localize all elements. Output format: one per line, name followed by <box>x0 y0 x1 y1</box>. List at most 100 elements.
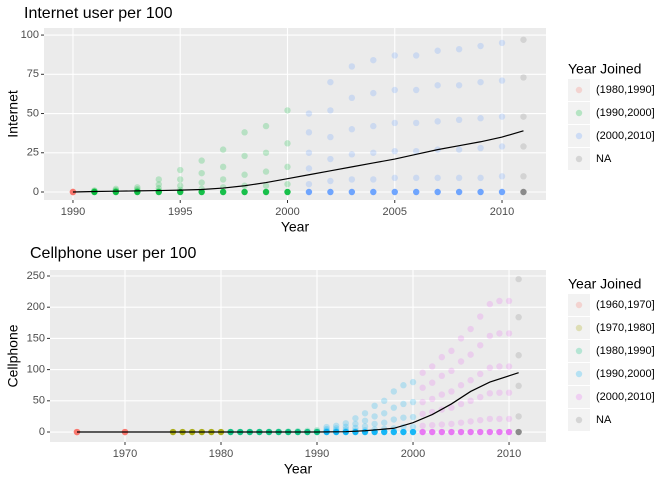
data-point <box>305 149 313 156</box>
data-point <box>219 163 227 171</box>
data-point <box>305 188 313 196</box>
data-point <box>413 86 420 94</box>
data-point <box>413 119 420 127</box>
data-point <box>486 364 494 371</box>
legend-key <box>568 79 590 101</box>
data-point <box>515 428 522 436</box>
data-point <box>327 177 334 185</box>
legend-label: (1990,2000] <box>596 368 655 380</box>
data-point <box>284 188 291 196</box>
data-point <box>515 413 522 420</box>
y-tick-label: 75 <box>27 68 39 80</box>
legend-label: (2000,2010] <box>596 130 655 142</box>
y-tick-label: 150 <box>27 332 45 344</box>
data-point <box>348 188 356 196</box>
data-point <box>419 384 426 391</box>
y-axis-title: Cellphone <box>5 324 21 387</box>
data-point <box>515 275 522 283</box>
data-point <box>370 89 377 97</box>
data-point <box>496 330 503 337</box>
data-point <box>455 45 463 53</box>
data-point <box>477 370 484 378</box>
data-point <box>304 427 311 434</box>
data-point <box>134 184 141 191</box>
data-point <box>409 428 417 436</box>
data-point <box>413 174 420 182</box>
data-point <box>219 184 227 191</box>
y-tick-label: 100 <box>27 364 45 376</box>
data-point <box>457 400 465 408</box>
data-point <box>413 147 420 155</box>
data-point <box>448 404 455 411</box>
data-point <box>477 115 484 122</box>
data-point <box>327 78 334 86</box>
data-point <box>477 42 484 50</box>
legend-symbol <box>575 370 583 378</box>
data-point <box>457 335 465 342</box>
data-point <box>198 169 205 177</box>
data-point <box>391 147 398 155</box>
data-point <box>370 176 377 183</box>
data-point <box>477 188 484 196</box>
x-tick-label: 1995 <box>168 206 192 218</box>
data-point <box>515 313 522 321</box>
data-point <box>381 410 388 417</box>
data-point <box>370 149 377 156</box>
data-point <box>467 325 474 333</box>
data-point <box>400 428 407 436</box>
data-point <box>134 188 141 195</box>
data-point <box>198 185 205 193</box>
data-point <box>400 382 407 389</box>
data-point <box>438 391 446 398</box>
data-point <box>505 428 513 436</box>
legend-label: (1980,1990] <box>596 84 655 96</box>
data-point <box>448 347 455 355</box>
data-point <box>327 155 334 163</box>
data-point <box>455 188 463 196</box>
legend-symbol <box>575 347 583 355</box>
data-point <box>520 74 527 81</box>
y-tick-label: 0 <box>39 426 45 438</box>
x-tick-label: 2010 <box>490 206 514 218</box>
data-point <box>342 420 350 427</box>
data-point <box>155 181 162 188</box>
data-point <box>390 428 398 436</box>
data-point <box>498 173 506 180</box>
data-point <box>361 423 369 430</box>
data-point <box>419 410 426 418</box>
data-point <box>284 180 291 188</box>
data-point <box>520 188 527 196</box>
data-point <box>219 146 227 153</box>
data-point <box>429 379 436 386</box>
x-tick-label: 2000 <box>275 206 299 218</box>
data-point <box>198 157 205 164</box>
data-point <box>313 428 321 435</box>
x-axis-title: Year <box>281 219 310 235</box>
data-point <box>505 415 513 423</box>
data-point <box>477 144 484 152</box>
data-point <box>434 188 441 196</box>
data-point <box>305 129 313 136</box>
legend-symbol <box>575 86 583 94</box>
data-point <box>371 402 378 410</box>
data-point <box>352 424 359 432</box>
data-point <box>429 363 436 370</box>
data-point <box>448 420 455 428</box>
y-tick-label: 200 <box>27 301 45 313</box>
x-tick-label: 1980 <box>209 448 233 460</box>
data-point <box>520 143 527 150</box>
data-point <box>241 188 248 196</box>
data-point <box>305 180 313 188</box>
data-point <box>241 152 248 160</box>
data-point <box>323 425 330 433</box>
data-point <box>370 188 377 196</box>
data-point <box>498 39 506 47</box>
data-point <box>429 421 436 429</box>
data-point <box>515 382 522 390</box>
data-point <box>505 363 513 370</box>
y-tick-label: 100 <box>21 29 39 41</box>
data-point <box>390 388 398 395</box>
data-point <box>419 398 426 406</box>
data-point <box>409 398 417 406</box>
data-point <box>177 182 184 189</box>
